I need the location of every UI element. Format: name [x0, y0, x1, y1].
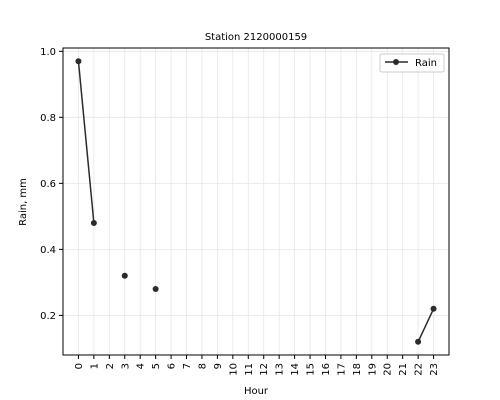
legend-label: Rain [415, 58, 437, 69]
grid [63, 48, 449, 355]
x-tick-label: 8 [197, 363, 208, 369]
legend-marker-sample [393, 59, 399, 65]
legend: Rain [379, 53, 445, 73]
x-tick-label: 14 [290, 363, 301, 376]
x-tick-label: 7 [182, 363, 193, 369]
data-point [430, 305, 437, 312]
x-tick-label: 18 [352, 363, 363, 376]
y-tick-label: 0.4 [40, 245, 56, 256]
x-tick-label: 5 [151, 363, 162, 369]
y-axis: 0.2 0.4 0.6 0.8 1.0 [40, 47, 63, 322]
x-tick-label: 23 [429, 363, 440, 376]
y-tick-label: 1.0 [40, 47, 56, 58]
chart-title: Station 2120000159 [205, 32, 307, 43]
data-point [75, 58, 82, 65]
x-tick-label: 21 [398, 363, 409, 376]
x-axis: 0 1 2 3 4 5 6 7 8 9 10 11 12 13 14 15 16 17 18 19 20 21 22 23 [74, 355, 440, 376]
legend-box [379, 53, 445, 73]
series-segment [77, 61, 95, 224]
x-tick-label: 10 [228, 363, 239, 376]
y-tick-label: 0.6 [40, 179, 56, 190]
x-tick-label: 20 [383, 363, 394, 376]
x-tick-label: 3 [120, 363, 131, 369]
data-point [121, 272, 128, 279]
y-axis-label: Rain, mm [18, 178, 29, 226]
series-segment [417, 308, 435, 343]
data-point [90, 219, 97, 226]
plot-frame [62, 47, 450, 356]
y-tick-label: 0.8 [40, 113, 56, 124]
x-tick-label: 19 [367, 363, 378, 376]
y-tick-label: 0.2 [40, 311, 56, 322]
series-layer [75, 58, 437, 345]
x-tick-label: 9 [213, 363, 224, 369]
x-tick-label: 6 [167, 363, 178, 369]
x-tick-label: 22 [414, 363, 425, 376]
x-tick-label: 0 [74, 363, 85, 369]
x-tick-label: 16 [321, 363, 332, 376]
data-point [152, 285, 159, 292]
x-tick-label: 4 [136, 363, 147, 369]
x-tick-label: 13 [275, 363, 286, 376]
x-tick-label: 12 [259, 363, 270, 376]
data-point [415, 338, 422, 345]
x-tick-label: 2 [105, 363, 116, 369]
x-axis-label: Hour [244, 386, 269, 397]
x-tick-label: 17 [336, 363, 347, 376]
x-tick-label: 1 [89, 363, 100, 369]
x-tick-label: 15 [306, 363, 317, 376]
x-tick-label: 11 [244, 363, 255, 376]
